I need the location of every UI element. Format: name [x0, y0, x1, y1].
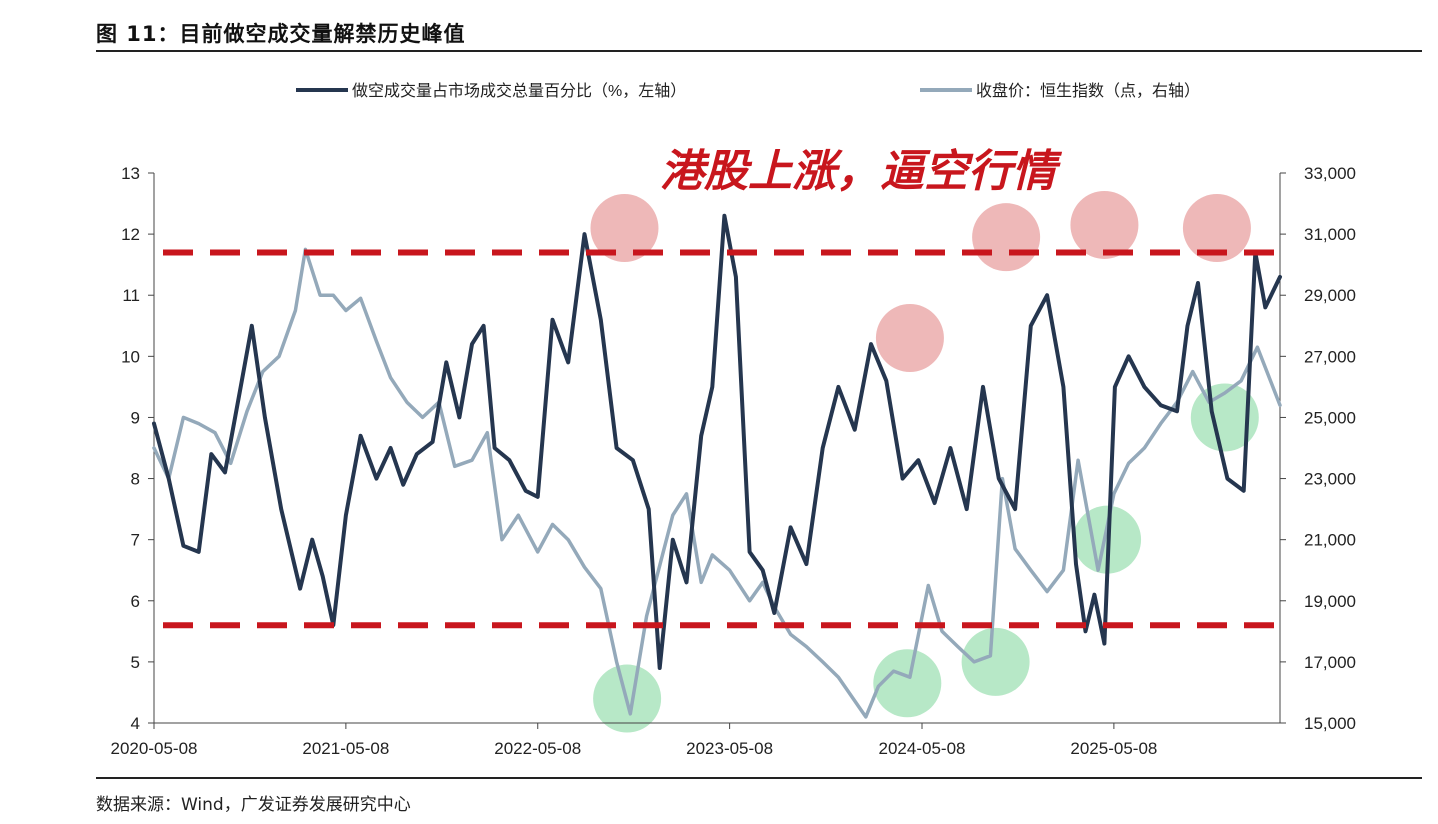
right-tick-label-3: 21,000	[1304, 531, 1356, 550]
series-line-1	[152, 247, 1282, 719]
source-divider	[96, 777, 1422, 779]
right-tick-label-4: 23,000	[1304, 470, 1356, 489]
x-tick-label-0: 2020-05-08	[111, 739, 198, 758]
highlight-circle-2	[972, 203, 1041, 272]
series-line-0	[152, 213, 1282, 670]
series-lines	[152, 213, 1282, 719]
left-tick-label-9: 13	[121, 164, 140, 183]
right-tick-label-6: 27,000	[1304, 347, 1356, 366]
axes: 4 5 6 7 8 9 10 11 12 13 15,000 17,000 19,000 21,000 23…	[111, 164, 1356, 758]
right-tick-label-0: 15,000	[1304, 714, 1356, 733]
highlight-circle-0	[590, 194, 659, 262]
left-tick-label-6: 10	[121, 347, 140, 366]
right-tick-label-2: 19,000	[1304, 592, 1356, 611]
x-tick-label-2: 2022-05-08	[494, 739, 581, 758]
title-divider	[96, 50, 1422, 52]
source-note: 数据来源：Wind，广发证券发展研究中心	[96, 795, 411, 815]
right-tick-label-9: 33,000	[1304, 164, 1356, 183]
left-tick-label-2: 6	[131, 592, 140, 611]
legend-label-0: 做空成交量占市场成交总量百分比（%，左轴）	[352, 82, 686, 100]
right-tick-label-8: 31,000	[1304, 225, 1356, 244]
left-tick-label-3: 7	[131, 531, 140, 550]
left-tick-label-7: 11	[122, 286, 140, 305]
highlight-circle-1	[875, 304, 944, 372]
x-tick-label-5: 2025-05-08	[1070, 739, 1157, 758]
highlight-circle-3	[1070, 190, 1139, 259]
x-tick-label-1: 2021-05-08	[302, 739, 389, 758]
x-tick-label-3: 2023-05-08	[686, 739, 773, 758]
left-tick-label-4: 8	[131, 470, 140, 489]
right-tick-label-5: 25,000	[1304, 408, 1356, 427]
x-tick-label-4: 2024-05-08	[879, 739, 966, 758]
legend-label-1: 收盘价：恒生指数（点，右轴）	[976, 81, 1200, 100]
left-tick-label-8: 12	[121, 225, 140, 244]
highlight-circle-4	[1182, 194, 1251, 262]
highlight-circle-6	[873, 649, 942, 718]
left-tick-label-1: 5	[131, 653, 140, 672]
left-tick-label-5: 9	[131, 408, 140, 427]
figure-title: 图 11：目前做空成交量解禁历史峰值	[96, 22, 466, 46]
highlight-circle-7	[961, 627, 1030, 696]
right-tick-label-7: 29,000	[1304, 286, 1356, 305]
chart-annotation: 港股上涨，逼空行情	[660, 147, 1063, 196]
left-tick-label-0: 4	[131, 714, 140, 733]
right-tick-label-1: 17,000	[1304, 653, 1356, 672]
legend: 做空成交量占市场成交总量百分比（%，左轴） 收盘价：恒生指数（点，右轴）	[296, 81, 1200, 100]
